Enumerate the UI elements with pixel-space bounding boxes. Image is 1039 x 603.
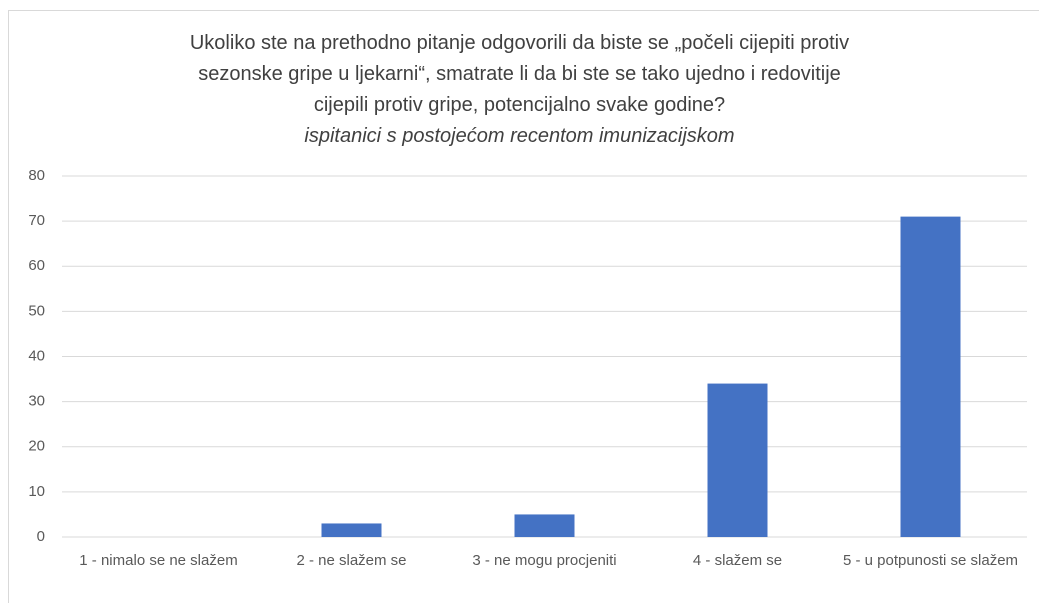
x-tick-label: 3 - ne mogu procjeniti: [472, 552, 617, 569]
bar: [900, 216, 961, 538]
x-tick-label: 4 - slažem se: [692, 552, 783, 569]
y-tick-label: 60: [28, 257, 45, 274]
y-tick-label: 70: [28, 212, 45, 229]
y-tick-label: 50: [28, 302, 45, 319]
chart-border: [8, 10, 1039, 603]
y-tick-label: 0: [37, 528, 45, 545]
x-tick-label: 1 - nimalo se ne slažem: [79, 552, 238, 569]
bar: [707, 383, 768, 537]
chart-title-line: Ukoliko ste na prethodno pitanje odgovor…: [189, 32, 850, 54]
x-tick-label: 2 - ne slažem se: [296, 552, 407, 569]
chart-title-line: cijepili protiv gripe, potencijalno svak…: [313, 94, 726, 116]
y-tick-label: 20: [28, 438, 45, 455]
y-tick-label: 40: [28, 347, 45, 364]
bar: [514, 514, 575, 537]
chart-title-line: sezonske gripe u ljekarni“, smatrate li …: [198, 63, 841, 85]
chart-subtitle: ispitanici s postojećom recentom imuniza…: [304, 125, 735, 147]
x-tick-label: 5 - u potpunosti se slažem: [842, 552, 1019, 569]
bar: [321, 523, 382, 537]
y-tick-label: 80: [28, 167, 45, 184]
y-tick-label: 10: [28, 483, 45, 500]
y-tick-label: 30: [28, 393, 45, 410]
